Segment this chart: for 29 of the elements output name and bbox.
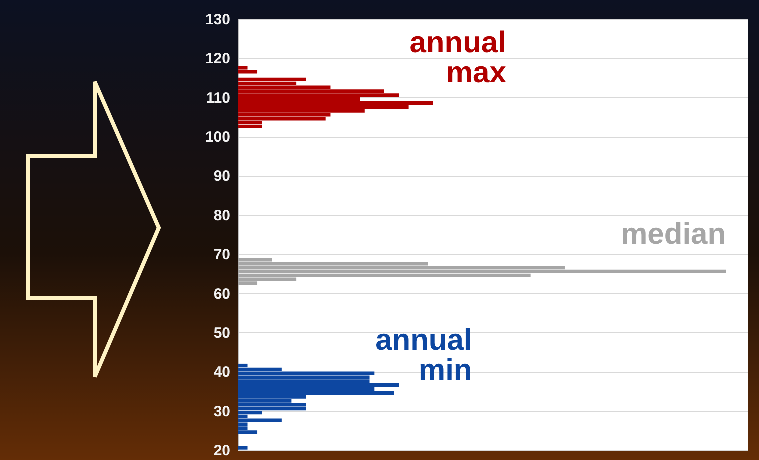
y-tick-label: 120 — [205, 50, 230, 68]
y-tick-label: 50 — [214, 324, 230, 342]
bar — [238, 446, 248, 450]
y-tick-label: 60 — [214, 286, 230, 303]
bar — [238, 78, 306, 82]
y-tick-label: 20 — [214, 442, 230, 460]
series-label: annual max — [410, 26, 507, 90]
bar — [238, 270, 726, 274]
y-tick-label: 110 — [206, 90, 230, 107]
bar — [238, 384, 400, 388]
series-label: median — [621, 218, 726, 252]
bar — [238, 407, 306, 411]
y-tick-label: 100 — [205, 129, 230, 146]
bar — [238, 94, 400, 98]
bar — [238, 372, 375, 376]
bar — [238, 124, 262, 129]
bar — [238, 403, 306, 407]
y-tick-label: 30 — [214, 403, 230, 420]
bar — [238, 70, 258, 74]
bar — [238, 418, 282, 422]
y-tick-label: 70 — [214, 246, 230, 264]
bar — [238, 101, 434, 106]
series-label: annual min — [376, 324, 472, 388]
y-tick-label: 130 — [205, 12, 230, 28]
y-tick-label: 40 — [214, 364, 230, 382]
bar — [238, 430, 258, 434]
bar — [238, 391, 394, 395]
y-tick-label: 80 — [214, 207, 230, 224]
y-tick-label: 90 — [214, 168, 230, 186]
